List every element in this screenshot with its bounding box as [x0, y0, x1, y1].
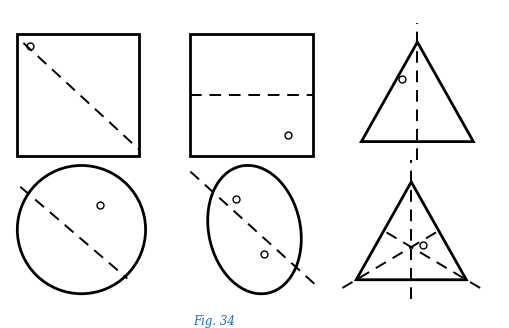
Text: Fig. 34: Fig. 34	[193, 315, 235, 328]
